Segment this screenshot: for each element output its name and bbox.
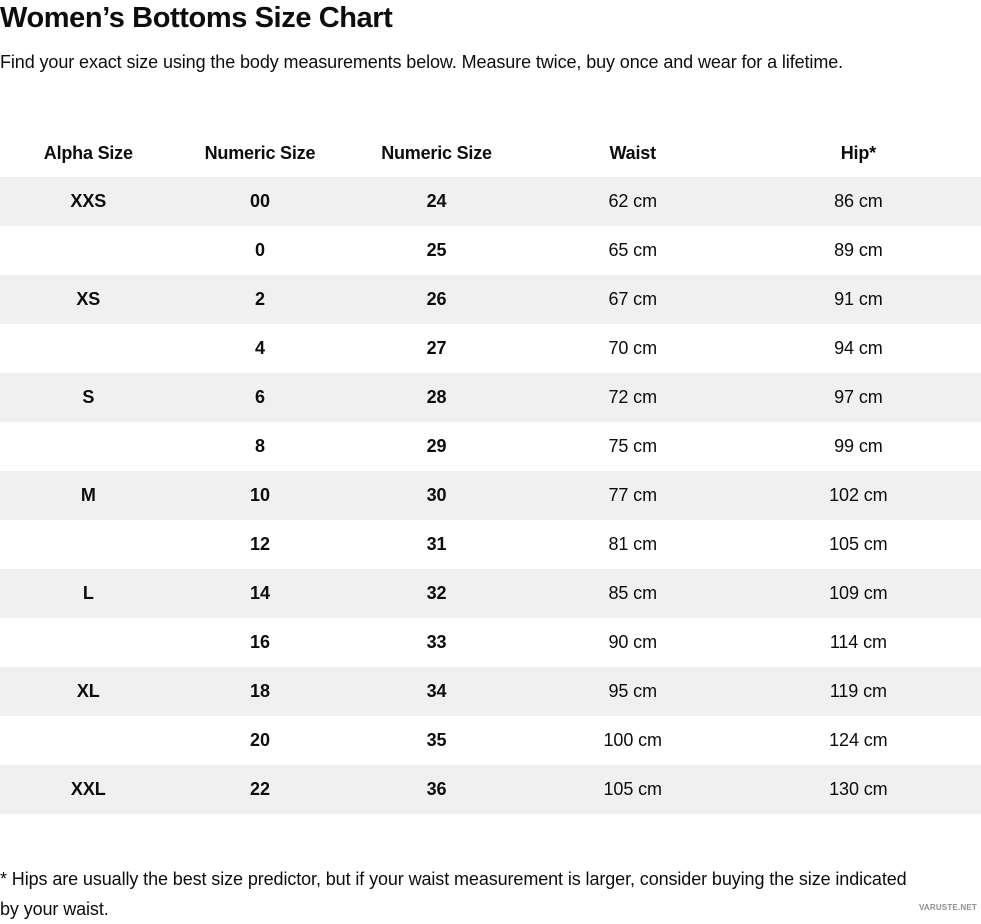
size-cell	[0, 716, 177, 765]
size-cell: 91 cm	[834, 289, 883, 309]
size-cell: 29	[426, 436, 447, 456]
table-row: M 10 30 77 cm 102 cm	[0, 471, 981, 520]
size-cell: 8	[255, 436, 265, 456]
size-cell: XXS	[70, 191, 107, 211]
size-cell: 27	[426, 338, 447, 358]
size-cell: L	[82, 583, 94, 603]
size-cell: 130 cm	[829, 779, 888, 799]
size-cell: 65 cm	[608, 240, 657, 260]
size-cell: 90 cm	[608, 632, 657, 652]
size-cell: 32	[426, 583, 447, 603]
size-cell: 97 cm	[834, 387, 883, 407]
size-cell	[0, 520, 177, 569]
size-cell: 62 cm	[608, 191, 657, 211]
size-cell	[0, 226, 177, 275]
size-table-header: Alpha Size Numeric Size Numeric Size Waist H…	[0, 130, 981, 177]
table-row: XS 2 26 67 cm 91 cm	[0, 275, 981, 324]
page-title: Women’s Bottoms Size Chart	[0, 2, 393, 34]
size-cell: 102 cm	[829, 485, 888, 505]
table-row: XXL 22 36 105 cm 130 cm	[0, 765, 981, 814]
size-cell: 33	[426, 632, 447, 652]
size-cell	[0, 324, 177, 373]
table-row: 12 31 81 cm 105 cm	[0, 520, 981, 569]
header-cell: Waist	[529, 130, 736, 177]
table-row: XL 18 34 95 cm 119 cm	[0, 667, 981, 716]
size-cell: XS	[76, 289, 101, 309]
size-cell: 14	[250, 583, 270, 603]
table-row: L 14 32 85 cm 109 cm	[0, 569, 981, 618]
size-cell: 70 cm	[608, 338, 657, 358]
size-cell: 105 cm	[603, 779, 663, 799]
size-table: Alpha Size Numeric Size Numeric Size Waist H…	[0, 130, 981, 814]
size-cell: 72 cm	[608, 387, 657, 407]
table-row: 20 35 100 cm 124 cm	[0, 716, 981, 765]
size-cell	[0, 422, 177, 471]
size-cell: 6	[255, 387, 265, 407]
size-cell: 4	[255, 338, 265, 358]
size-cell: 114 cm	[829, 632, 887, 652]
size-cell: 105 cm	[829, 534, 888, 554]
size-cell: 109 cm	[829, 583, 888, 603]
table-row: XXS 00 24 62 cm 86 cm	[0, 177, 981, 226]
size-cell: 89 cm	[834, 240, 883, 260]
size-cell: 18	[250, 681, 270, 701]
header-row: Alpha Size Numeric Size Numeric Size Waist H…	[0, 130, 981, 177]
table-row: 4 27 70 cm 94 cm	[0, 324, 981, 373]
table-row: 8 29 75 cm 99 cm	[0, 422, 981, 471]
size-cell: 95 cm	[608, 681, 657, 701]
table-row: 16 33 90 cm 114 cm	[0, 618, 981, 667]
header-cell: Hip*	[735, 130, 981, 177]
size-cell: 0	[255, 240, 265, 260]
page-subtitle: Find your exact size using the body meas…	[0, 52, 844, 72]
size-cell: 67 cm	[608, 289, 657, 309]
size-cell: XXL	[70, 779, 106, 799]
size-cell: 28	[426, 387, 447, 407]
size-cell: 25	[426, 240, 447, 260]
size-cell: 24	[426, 191, 447, 211]
size-cell: 94 cm	[834, 338, 883, 358]
size-cell: 10	[250, 485, 270, 505]
footnote: * Hips are usually the best size predict…	[0, 869, 907, 919]
size-cell: 31	[426, 534, 447, 554]
table-row: 0 25 65 cm 89 cm	[0, 226, 981, 275]
header-cell: Alpha Size	[0, 130, 177, 177]
header-cell: Numeric Size	[343, 130, 530, 177]
size-cell: 77 cm	[608, 485, 657, 505]
size-cell: 124 cm	[829, 730, 888, 750]
size-cell: 86 cm	[834, 191, 883, 211]
size-cell: 85 cm	[608, 583, 657, 603]
size-cell: 16	[250, 632, 270, 652]
header-cell: Numeric Size	[176, 130, 344, 177]
size-cell: 00	[250, 191, 270, 211]
size-cell: 20	[250, 730, 270, 750]
size-cell: 30	[426, 485, 447, 505]
table-row: S 6 28 72 cm 97 cm	[0, 373, 981, 422]
size-cell: 22	[250, 779, 270, 799]
size-cell: 26	[426, 289, 447, 309]
size-cell: 99 cm	[834, 436, 883, 456]
size-cell: 81 cm	[608, 534, 657, 554]
size-cell: 75 cm	[608, 436, 657, 456]
size-cell: 2	[255, 289, 265, 309]
size-cell: 12	[250, 534, 270, 554]
watermark: VARUSTE.NET	[918, 903, 977, 912]
size-cell: XL	[76, 681, 100, 701]
size-cell: 100 cm	[603, 730, 663, 750]
size-cell: 35	[426, 730, 447, 750]
size-cell: 34	[426, 681, 447, 701]
size-cell: 36	[426, 779, 447, 799]
size-cell: M	[80, 485, 96, 505]
size-cell: S	[82, 387, 95, 407]
size-table-body: XXS 00 24 62 cm 86 cm 0 25 65 cm 89 cm XS 2 26 67 cm…	[0, 177, 981, 814]
size-cell	[0, 618, 177, 667]
size-cell: 119 cm	[829, 681, 887, 701]
